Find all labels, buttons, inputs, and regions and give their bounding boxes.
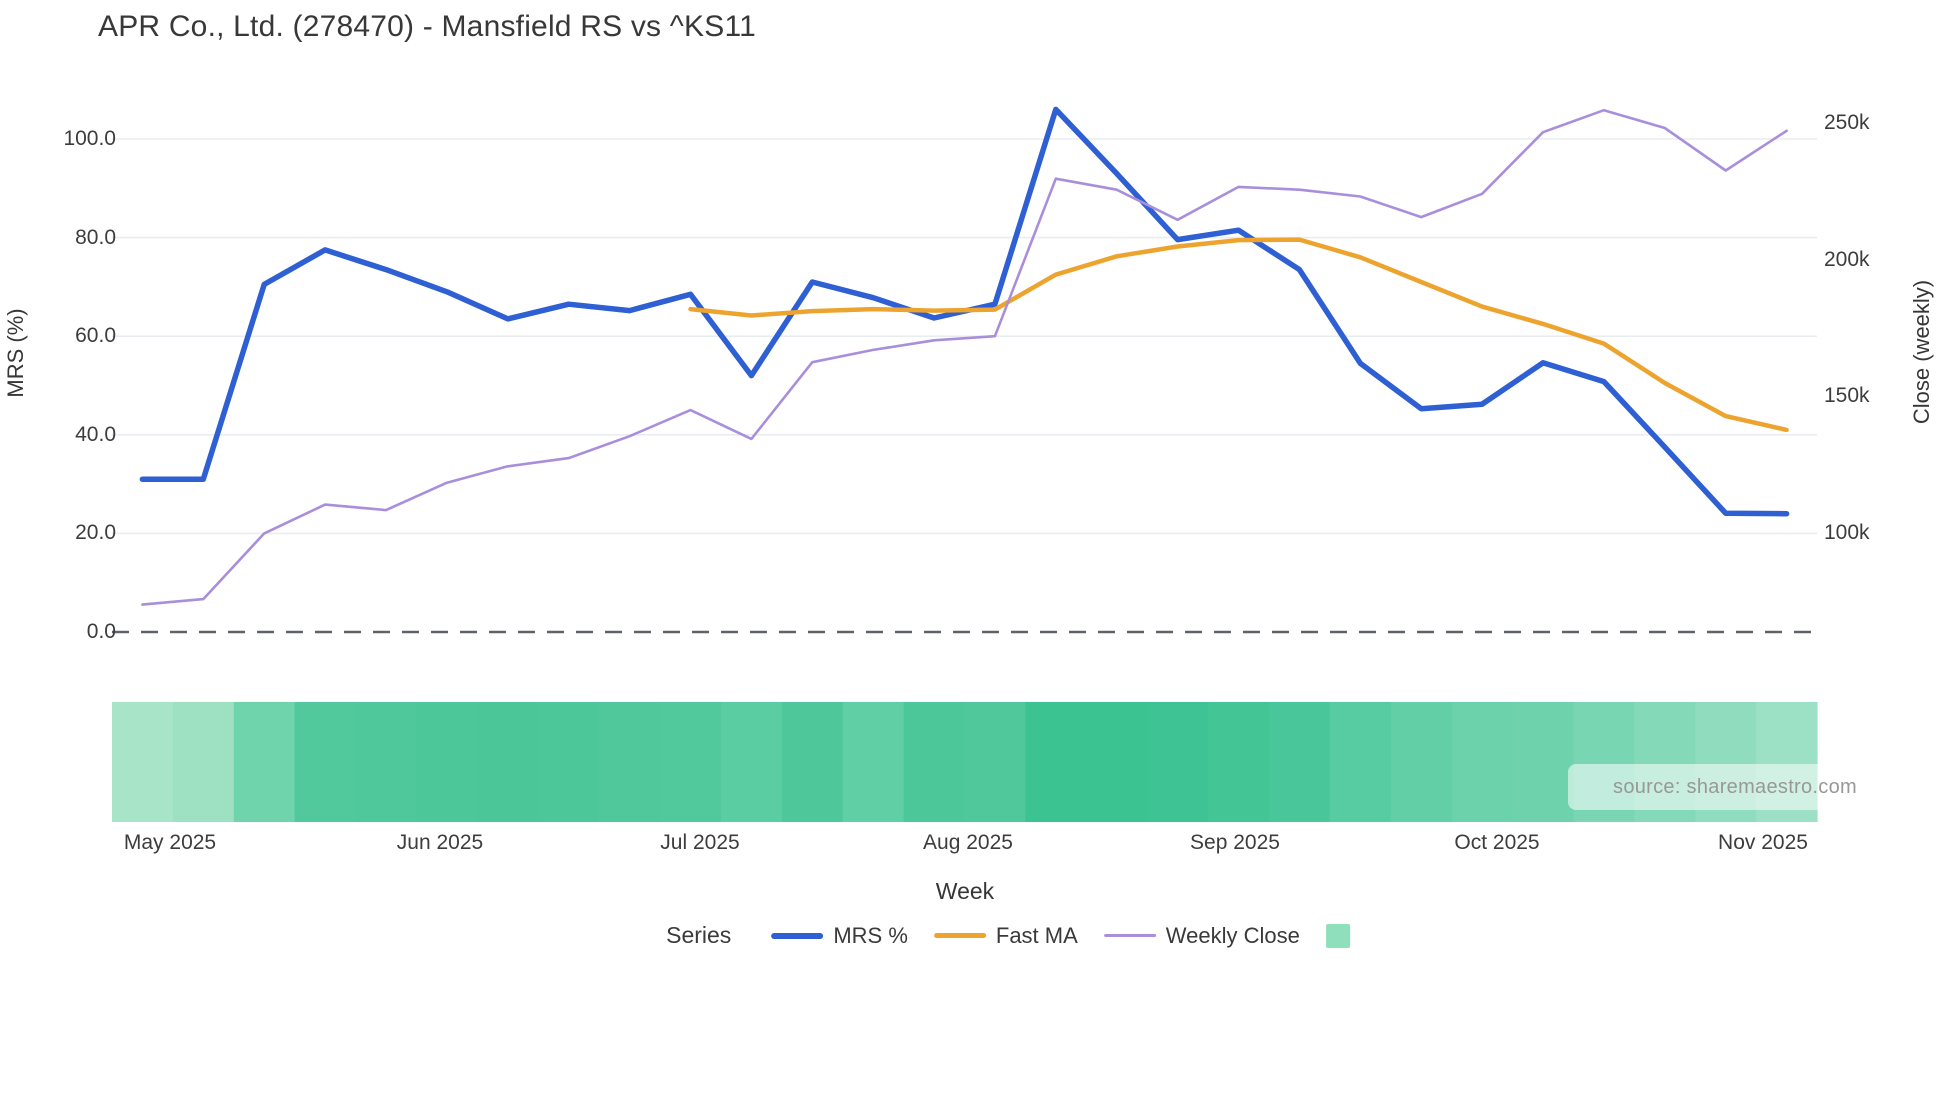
x-tick-month: Jul 2025 [660, 831, 740, 854]
y-axis-right-title: Close (weekly) [1909, 279, 1934, 425]
series-line-weekly-close [141, 108, 1788, 606]
legend-item-label: Weekly Close [1165, 922, 1300, 948]
y-tick-left: 40.0 [75, 423, 116, 446]
band-cell [1268, 702, 1331, 822]
x-tick-month: May 2025 [123, 831, 217, 854]
band-cell [599, 702, 661, 822]
y-tick-left: 60.0 [75, 324, 116, 347]
x-tick-month: Nov 2025 [1718, 831, 1808, 854]
band-cell [1512, 702, 1575, 822]
legend-item-label: Fast MA [995, 922, 1078, 948]
band-cell [355, 702, 418, 822]
band-cell [233, 702, 296, 822]
source-note: source: sharemaestro.com [1568, 764, 1902, 810]
band-cell [294, 702, 357, 822]
legend-title: Series [666, 922, 732, 948]
y-tick-right: 150k [1824, 384, 1870, 407]
legend-line-swatch-icon [1103, 933, 1156, 938]
y-tick-right: 100k [1824, 521, 1870, 544]
band-cell [1451, 702, 1514, 822]
band-cell [1390, 702, 1453, 822]
band-cell [1147, 702, 1209, 822]
legend-square-swatch-icon [1325, 923, 1350, 948]
legend-item-mrs-[interactable]: MRS % [771, 923, 908, 949]
band-cell [781, 702, 844, 822]
band-cell [416, 702, 478, 822]
page-title: APR Co., Ltd. (278470) - Mansfield RS vs… [98, 10, 757, 43]
band-cell [964, 702, 1026, 822]
band-cell [720, 702, 783, 822]
y-axis-left-title: MRS (%) [3, 308, 28, 398]
legend-item-label: MRS % [833, 922, 908, 948]
band-cell [477, 702, 539, 822]
y-tick-left: 0.0 [86, 620, 116, 643]
band-cell [1025, 702, 1087, 822]
x-tick-month: Aug 2025 [923, 831, 1013, 854]
band-cell [112, 702, 174, 822]
chart-plot-area [112, 106, 1818, 822]
series-line-fast-ma [688, 237, 1789, 433]
y-tick-left: 20.0 [75, 521, 116, 544]
legend-line-swatch-icon [771, 932, 824, 939]
x-tick-month: Oct 2025 [1454, 831, 1540, 854]
x-tick-month: Jun 2025 [396, 831, 484, 854]
band-cell [1086, 702, 1148, 822]
band-cell [1329, 702, 1392, 822]
legend-item-band[interactable] [1325, 923, 1350, 948]
x-axis-title: Week [935, 878, 995, 904]
y-tick-right: 250k [1824, 111, 1870, 134]
band-cell [1208, 702, 1270, 822]
y-tick-left: 80.0 [75, 226, 116, 249]
x-tick-month: Sep 2025 [1190, 831, 1280, 854]
legend-line-swatch-icon [933, 933, 986, 938]
band-cell [842, 702, 905, 822]
y-tick-left: 100.0 [63, 127, 116, 150]
band-cell [903, 702, 966, 822]
band-cell [538, 702, 600, 822]
legend-item-weekly-close[interactable]: Weekly Close [1103, 922, 1300, 949]
y-tick-right: 200k [1824, 248, 1870, 271]
band-cell [660, 702, 722, 822]
legend: Series MRS % Fast MA Weekly Close [666, 922, 1350, 949]
legend-item-fast-ma[interactable]: Fast MA [933, 922, 1078, 949]
band-cell [172, 702, 235, 822]
